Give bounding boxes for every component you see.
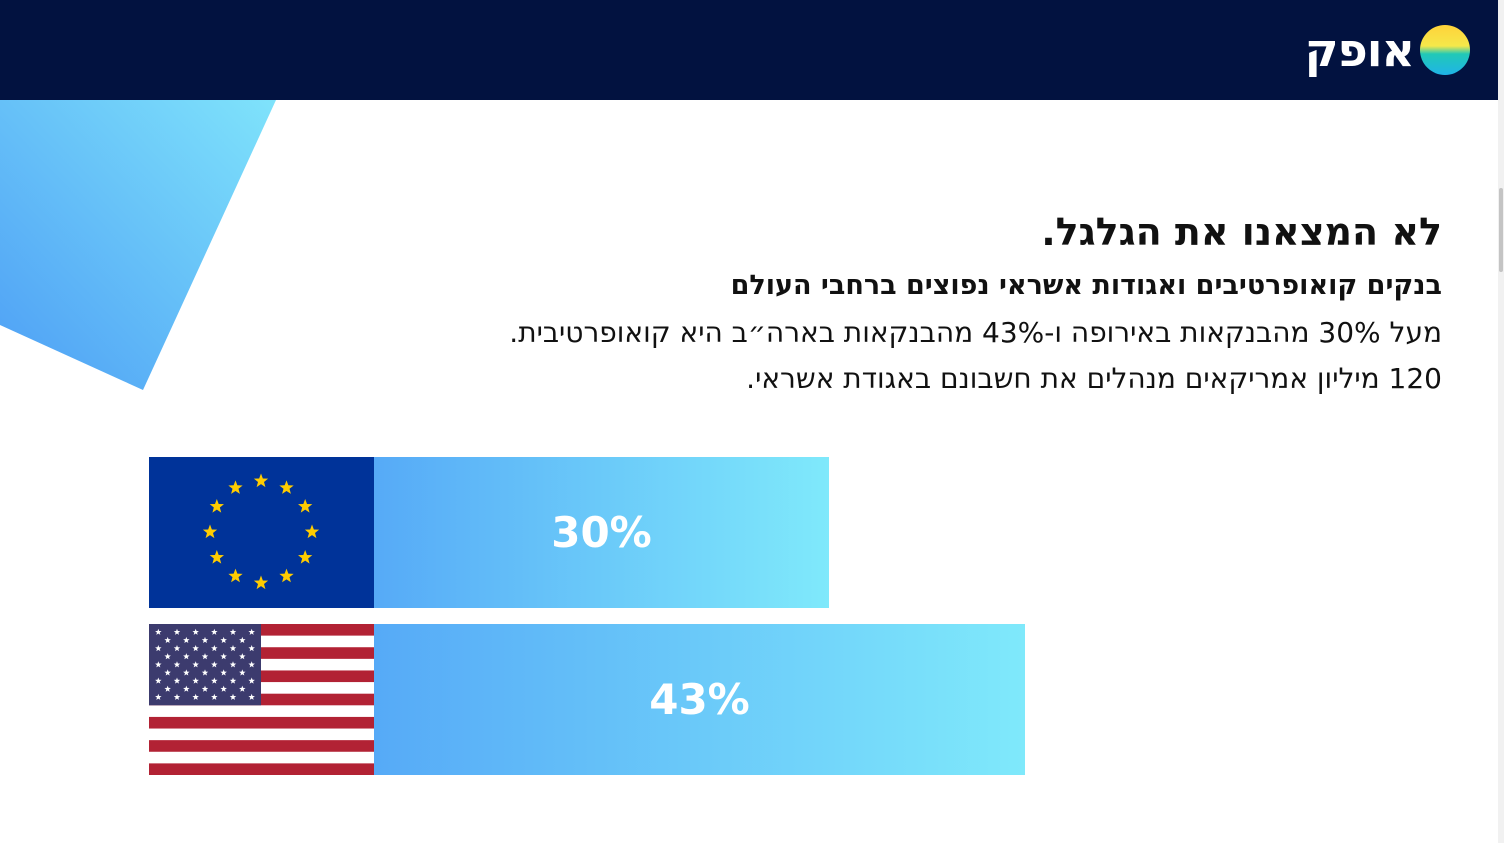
us-star [220, 636, 227, 644]
ofek-logo[interactable]: אופק [1305, 22, 1470, 78]
eu-flag-icon [149, 457, 374, 608]
body-line-europe-us: מעל 30% מהבנקאות באירופה ו-43% מהבנקאות … [509, 316, 1442, 349]
us-star [211, 693, 218, 700]
us-stripe [149, 751, 374, 764]
us-star [211, 628, 218, 635]
us-star [155, 628, 162, 635]
stat-label-us: 43% [649, 675, 750, 724]
eu-star [253, 575, 269, 590]
us-star [173, 693, 181, 700]
us-stripe [149, 705, 374, 718]
us-star [155, 644, 162, 652]
body-line-americans: 120 מיליון אמריקאים מנהלים את חשבונם באג… [746, 362, 1442, 395]
us-stripe [149, 763, 374, 775]
us-star [192, 661, 199, 668]
us-star [211, 661, 218, 668]
us-star [248, 677, 255, 684]
us-star [229, 661, 237, 668]
us-star [248, 693, 255, 700]
us-star [220, 669, 227, 676]
eu-star [228, 480, 243, 494]
us-star [192, 628, 199, 635]
us-star [211, 677, 218, 684]
us-star [229, 677, 237, 684]
us-star [164, 685, 171, 692]
us-star [248, 661, 255, 668]
us-star [192, 677, 199, 684]
us-star [229, 693, 237, 700]
us-star [164, 653, 171, 660]
scrollbar-thumb[interactable] [1499, 188, 1503, 272]
eu-star [279, 568, 294, 583]
us-star [220, 685, 227, 692]
us-canton [149, 624, 261, 706]
us-star [248, 628, 255, 635]
us-stripe [149, 740, 374, 753]
us-star [192, 693, 199, 700]
us-star [211, 644, 218, 652]
us-star [183, 669, 190, 676]
us-star [201, 669, 209, 676]
sun-logo-icon [1420, 25, 1470, 75]
us-star [183, 636, 190, 644]
logo-text: אופק [1304, 23, 1415, 77]
stat-bar-europe: 30% [374, 457, 829, 608]
us-star [239, 653, 246, 660]
us-star [229, 628, 237, 635]
stat-bar-us: 43% [374, 624, 1025, 775]
us-stripe [149, 728, 374, 741]
eu-star [209, 499, 224, 513]
us-star [201, 636, 209, 644]
us-star [155, 693, 162, 700]
eu-star [279, 480, 294, 494]
us-star [201, 653, 209, 660]
us-star [239, 669, 246, 676]
eu-star [209, 550, 224, 564]
us-star [239, 636, 246, 644]
us-star [229, 644, 237, 652]
slide-text: לא המצאנו את הגלגל. בנקים קואופרטיבים וא… [242, 206, 1442, 402]
us-stripe [149, 716, 374, 730]
page-scrollbar[interactable] [1498, 0, 1504, 843]
us-star [201, 685, 209, 692]
us-flag-icon [149, 624, 374, 775]
eu-star [298, 550, 313, 564]
us-star [173, 677, 181, 684]
us-star [164, 669, 171, 676]
us-star [173, 644, 181, 652]
top-header: אופק [0, 0, 1498, 100]
us-star [173, 628, 181, 635]
stat-label-europe: 30% [551, 508, 652, 557]
eu-star [298, 499, 313, 513]
subheadline: בנקים קואופרטיבים ואגודות אשראי נפוצים ב… [730, 270, 1442, 301]
headline: לא המצאנו את הגלגל. [1041, 210, 1442, 254]
us-star [155, 661, 162, 668]
us-star [183, 685, 190, 692]
eu-star [228, 568, 243, 583]
eu-star [304, 524, 320, 539]
us-star [173, 661, 181, 668]
us-star [164, 636, 171, 644]
us-star [220, 653, 227, 660]
us-star [239, 685, 246, 692]
eu-star [202, 524, 218, 539]
us-star [248, 644, 255, 652]
us-star [155, 677, 162, 684]
eu-star [253, 473, 269, 488]
us-star [183, 653, 190, 660]
us-star [192, 644, 199, 652]
